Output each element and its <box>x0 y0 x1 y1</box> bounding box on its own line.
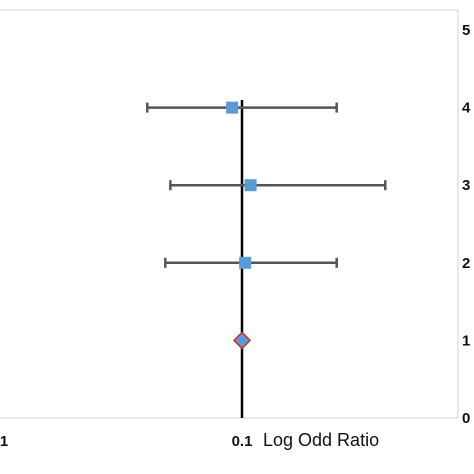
y-tick-label: 3 <box>462 177 470 194</box>
y-tick-label: 5 <box>462 22 470 39</box>
square-marker <box>239 256 252 269</box>
y-tick-label: 2 <box>462 255 470 272</box>
x-tick-labels: 1 0.1 <box>0 433 252 450</box>
y-tick-label: 1 <box>462 332 470 349</box>
plot-frame <box>0 9 459 419</box>
y-tick-label: 4 <box>462 100 471 117</box>
diamond-marker <box>232 331 252 350</box>
x-axis-title: Log Odd Ratio <box>263 430 379 450</box>
y-tick-labels: 0 1 2 3 4 5 <box>462 22 471 427</box>
square-marker <box>244 179 257 192</box>
y-tick-label: 0 <box>462 410 470 427</box>
error-bars <box>146 102 387 268</box>
x-tick-label: 1 <box>0 433 8 450</box>
data-markers <box>226 101 257 350</box>
square-marker <box>226 101 239 114</box>
x-tick-label: 0.1 <box>232 433 253 450</box>
